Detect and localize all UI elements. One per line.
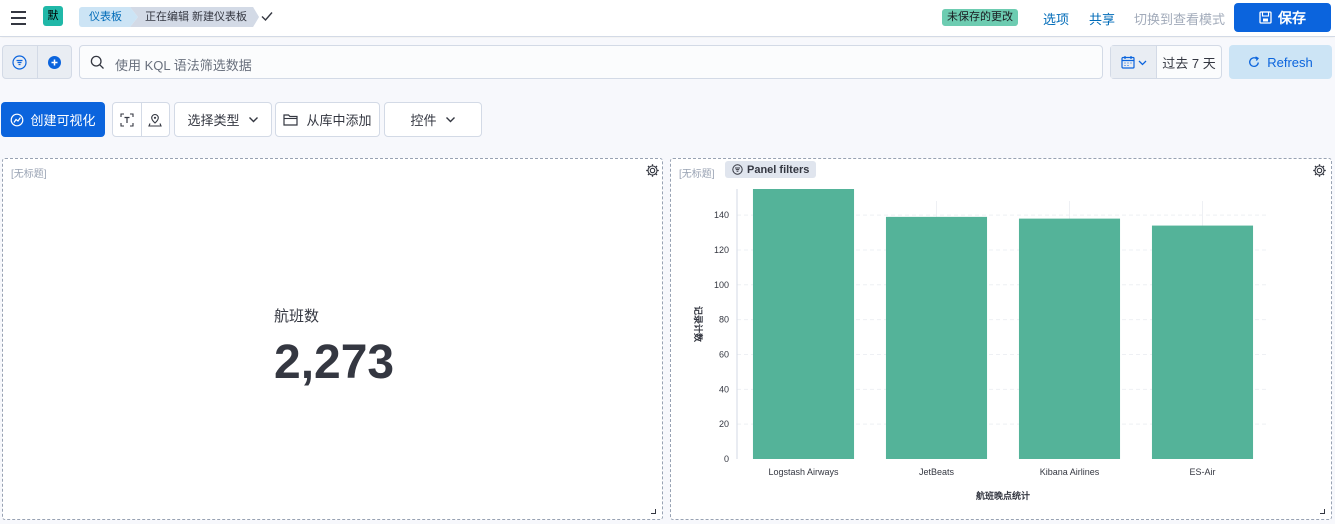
y-axis-title: 记录计数 — [693, 306, 704, 343]
metric-value: 2,273 — [274, 336, 395, 389]
space-avatar[interactable]: 默 — [43, 6, 63, 26]
gear-icon[interactable] — [1312, 163, 1327, 178]
resize-handle[interactable] — [1320, 509, 1325, 514]
panel-filters-badge[interactable]: Panel filters — [725, 161, 817, 178]
check-icon — [261, 12, 273, 22]
refresh-button[interactable]: Refresh — [1229, 45, 1332, 79]
options-link[interactable]: 选项 — [1043, 12, 1070, 27]
add-text-button[interactable] — [113, 103, 141, 136]
dashboard-grid: [无标题] 航班数 2,273 [无标题] Panel filters 0 20 4… — [0, 154, 1335, 524]
x-tick-label: Kibana Airlines — [1040, 467, 1100, 477]
y-tick-label: 140 — [714, 210, 729, 220]
select-type-button[interactable]: 选择类型 — [174, 102, 272, 137]
x-tick-label: Logstash Airways — [768, 467, 839, 477]
filter-button-group — [2, 45, 72, 79]
y-tick-label: 20 — [719, 419, 729, 429]
folder-icon — [283, 114, 299, 126]
filter-icon — [732, 164, 743, 175]
plus-circle-icon — [47, 55, 61, 69]
quick-create-group — [112, 102, 170, 137]
kql-search-input[interactable]: 使用 KQL 语法筛选数据 — [79, 45, 1103, 79]
search-icon — [90, 55, 104, 69]
breadcrumb-current: 正在编辑 新建仪表板 — [130, 7, 259, 27]
controls-button[interactable]: 控件 — [384, 102, 482, 137]
metric-label: 航班数 — [274, 308, 320, 325]
top-header: 默 仪表板 正在编辑 新建仪表板 未保存的更改 选项 共享 切换到查看模式 保存 — [0, 0, 1335, 37]
y-tick-label: 80 — [719, 315, 729, 325]
panel-filters-label: Panel filters — [747, 163, 810, 176]
metric-panel: [无标题] 航班数 2,273 — [2, 158, 663, 520]
filter-menu-button[interactable] — [3, 46, 37, 78]
bar-chart-panel: [无标题] Panel filters 0 20 40 60 80 100 120 140 Lo… — [670, 158, 1332, 520]
add-from-library-button[interactable]: 从库中添加 — [275, 102, 380, 137]
dashboard-toolbar: 创建可视化 选择类型 从库中添加 控件 — [0, 88, 1335, 154]
panel-title: [无标题] — [11, 169, 47, 180]
chevron-down-icon — [248, 117, 258, 123]
add-map-button[interactable] — [140, 103, 169, 136]
unsaved-changes-badge: 未保存的更改 — [942, 9, 1018, 26]
y-tick-label: 0 — [724, 454, 729, 464]
x-axis-title: 航班晚点统计 — [976, 490, 1030, 501]
quick-select-button[interactable] — [1111, 46, 1157, 78]
panel-title: [无标题] — [679, 169, 715, 180]
refresh-label: Refresh — [1267, 54, 1313, 70]
search-placeholder: 使用 KQL 语法筛选数据 — [115, 58, 252, 73]
bar-chart: 0 20 40 60 80 100 120 140 Logstash Airways JetBea… — [693, 189, 1269, 501]
create-visualization-button[interactable]: 创建可视化 — [1, 102, 105, 137]
gear-icon[interactable] — [645, 163, 660, 178]
maps-icon — [148, 113, 163, 127]
visualize-icon — [11, 113, 24, 126]
date-range-display[interactable]: 过去 7 天 — [1162, 55, 1216, 71]
y-tick-label: 40 — [719, 384, 729, 394]
y-tick-label: 120 — [714, 245, 729, 255]
menu-icon[interactable] — [11, 11, 27, 25]
controls-label: 控件 — [410, 113, 437, 128]
y-tick-label: 100 — [714, 280, 729, 290]
bar-es-air — [1151, 225, 1254, 459]
query-bar: 使用 KQL 语法筛选数据 过去 7 天 Refresh — [0, 38, 1335, 88]
text-icon — [120, 112, 134, 127]
switch-view-mode-link[interactable]: 切换到查看模式 — [1134, 12, 1226, 27]
filter-icon — [12, 54, 28, 70]
add-filter-button[interactable] — [36, 46, 71, 78]
resize-handle[interactable] — [651, 509, 656, 514]
bar-kibana-airlines — [1018, 218, 1121, 459]
date-picker: 过去 7 天 — [1110, 45, 1222, 79]
calendar-icon — [1120, 56, 1135, 69]
x-tick-label: JetBeats — [919, 467, 955, 477]
share-link[interactable]: 共享 — [1089, 12, 1116, 27]
chevron-down-icon — [445, 117, 455, 123]
save-button[interactable]: 保存 — [1234, 3, 1331, 32]
x-tick-label: ES-Air — [1189, 467, 1215, 477]
add-from-library-label: 从库中添加 — [306, 113, 372, 128]
create-visualization-label: 创建可视化 — [30, 113, 96, 128]
breadcrumb-dashboards[interactable]: 仪表板 — [79, 7, 138, 27]
refresh-icon — [1249, 56, 1260, 68]
select-type-label: 选择类型 — [187, 113, 240, 128]
bar-jetbeats — [885, 216, 988, 459]
save-icon — [1259, 11, 1272, 24]
y-tick-label: 60 — [719, 349, 729, 359]
bar-logstash-airways — [752, 189, 855, 459]
chevron-down-icon — [1138, 60, 1146, 65]
save-label: 保存 — [1278, 9, 1306, 26]
